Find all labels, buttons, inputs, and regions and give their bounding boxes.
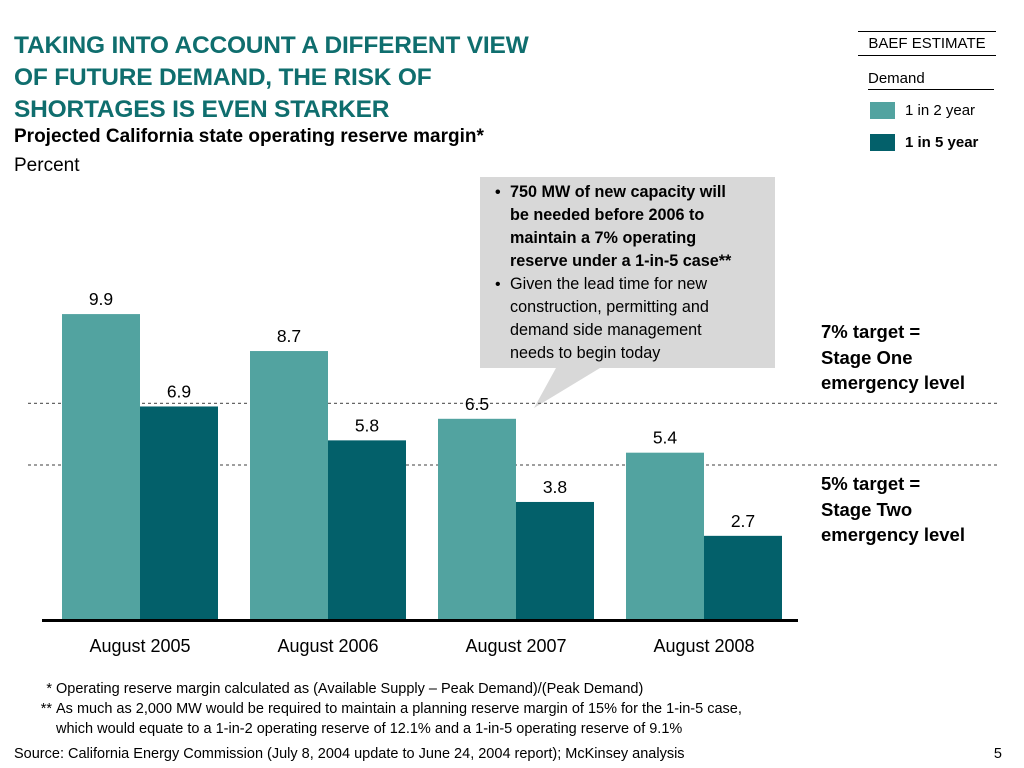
bar-1-in-2 <box>438 418 516 619</box>
footnote: * Operating reserve margin calculated as… <box>46 679 742 699</box>
bar-1-in-5 <box>704 535 782 619</box>
target-line: emergency level <box>821 372 965 393</box>
category-label: August 2008 <box>653 636 754 656</box>
value-label: 8.7 <box>277 326 301 346</box>
footnote-line: As much as 2,000 MW would be required to… <box>56 701 742 717</box>
title-line: SHORTAGES IS EVEN STARKER <box>14 96 390 123</box>
legend-item-1-in-2: 1 in 2 year <box>870 100 975 120</box>
callout-line: maintain a 7% operating <box>510 229 697 247</box>
callout-line: Given the lead time for new <box>510 275 708 293</box>
category-label: August 2006 <box>277 636 378 656</box>
legend-swatch <box>870 133 895 151</box>
title-line: TAKING INTO ACCOUNT A DIFFERENT VIEW <box>14 32 529 59</box>
callout-line: construction, permitting and <box>510 298 709 316</box>
legend-swatch <box>870 101 895 119</box>
legend-label: 1 in 5 year <box>905 133 979 151</box>
callout-box: 750 MW of new capacity will be needed be… <box>494 181 774 365</box>
callout-line: be needed before 2006 to <box>510 206 705 224</box>
chart-unit-label: Percent <box>14 155 80 176</box>
target-5-label: 5% target = Stage Two emergency level <box>821 471 1011 548</box>
footnotes: * Operating reserve margin calculated as… <box>41 679 742 739</box>
source-note: Source: California Energy Commission (Ju… <box>14 746 685 762</box>
value-label: 5.8 <box>355 415 379 435</box>
value-label: 9.9 <box>89 289 113 309</box>
chart-title: Projected California state operating res… <box>14 126 484 147</box>
value-label: 3.8 <box>543 477 567 497</box>
bar-1-in-5 <box>516 501 594 619</box>
legend-item-1-in-5: 1 in 5 year <box>870 132 978 152</box>
callout-line: 750 MW of new capacity will <box>510 183 726 201</box>
callout-line: reserve under a 1-in-5 case** <box>510 252 732 270</box>
callout-line: needs to begin today <box>510 344 661 362</box>
value-label: 2.7 <box>731 511 755 531</box>
callout-bullet: 750 MW of new capacity will be needed be… <box>494 181 774 273</box>
footnote-mark: * <box>46 681 52 697</box>
footnote-line: which would equate to a 1-in-2 operating… <box>56 721 683 737</box>
value-label: 6.5 <box>465 394 489 414</box>
legend-label: 1 in 2 year <box>905 101 976 119</box>
slide-title: TAKING INTO ACCOUNT A DIFFERENT VIEW OF … <box>14 30 634 126</box>
value-label: 5.4 <box>653 428 678 448</box>
bar-1-in-2 <box>62 314 140 619</box>
callout-line: demand side management <box>510 321 702 339</box>
estimate-badge: BAEF ESTIMATE <box>858 31 996 56</box>
category-label: August 2007 <box>465 636 566 656</box>
value-label: 6.9 <box>167 381 191 401</box>
footnote-mark: ** <box>40 701 52 717</box>
target-line: emergency level <box>821 524 965 545</box>
target-line: Stage Two <box>821 498 913 520</box>
bar-1-in-2 <box>250 351 328 619</box>
target-7-label: 7% target = Stage One emergency level <box>821 319 1011 396</box>
target-line: 7% target = <box>821 321 921 342</box>
category-label: August 2005 <box>89 636 190 656</box>
callout-bullet: Given the lead time for new construction… <box>494 273 774 365</box>
legend-title: Demand <box>868 69 994 90</box>
footnote-line: Operating reserve margin calculated as (… <box>56 681 644 697</box>
page-number: 5 <box>993 746 1002 762</box>
footnote: ** As much as 2,000 MW would be required… <box>41 699 742 739</box>
target-line: 5% target = <box>821 473 921 494</box>
bar-1-in-5 <box>140 406 218 619</box>
bar-1-in-5 <box>328 440 406 619</box>
bar-1-in-2 <box>626 452 704 619</box>
target-line: Stage One <box>821 346 913 368</box>
title-line: OF FUTURE DEMAND, THE RISK OF <box>14 64 432 91</box>
